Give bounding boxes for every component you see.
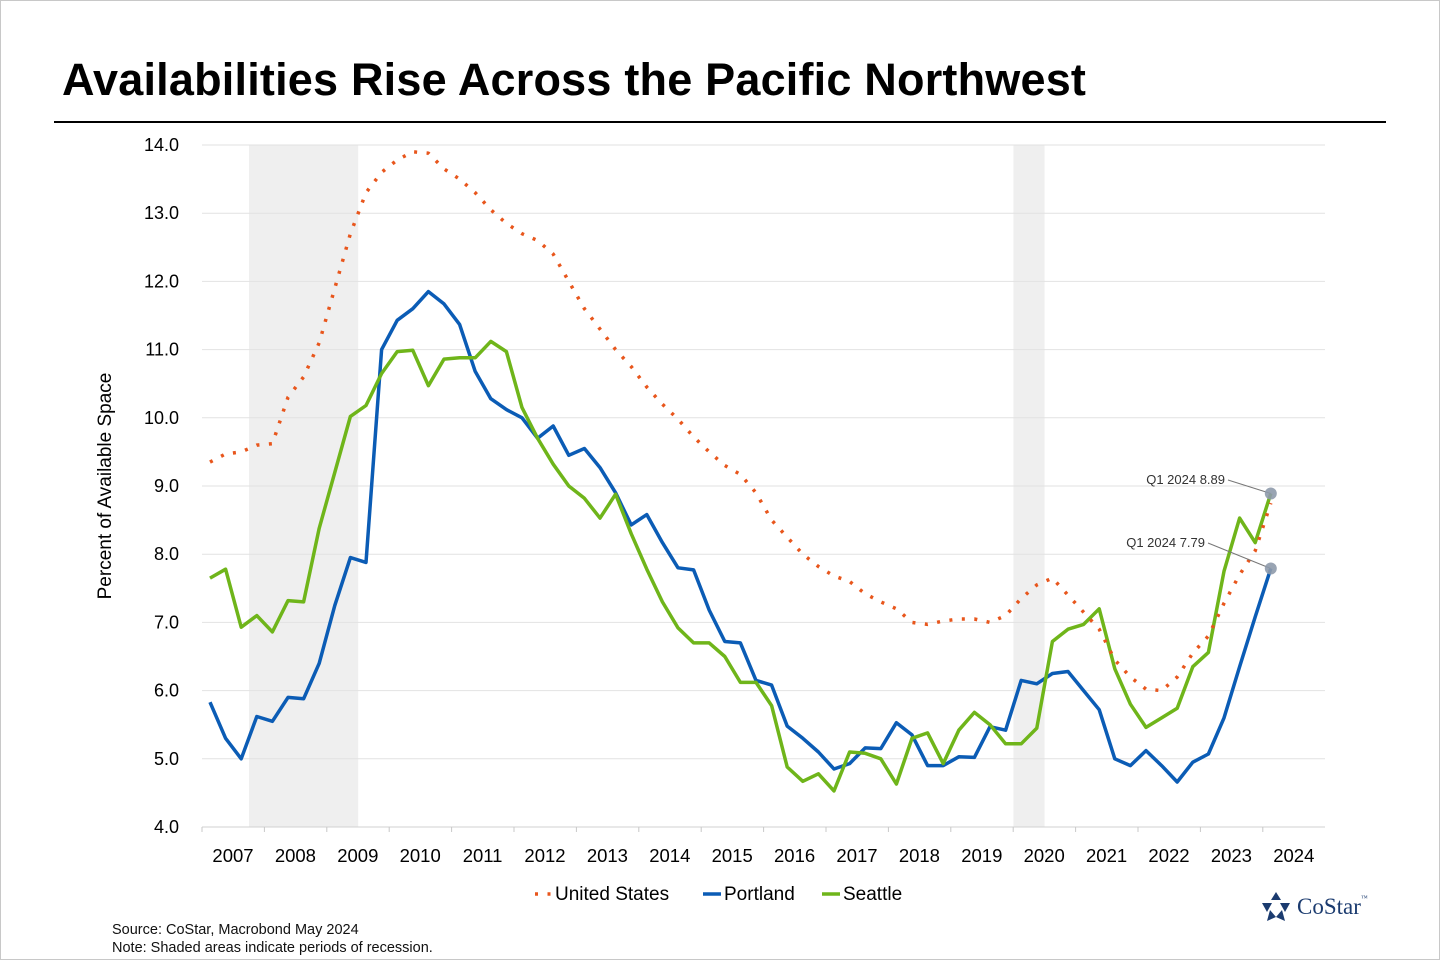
y-tick-label: 7.0 [154,612,179,632]
annotation-leader [1207,542,1271,569]
x-tick-label: 2007 [212,845,253,866]
legend-label: United States [555,884,669,905]
y-axis-label: Percent of Available Space [95,373,116,600]
x-tick-label: 2011 [463,845,503,866]
x-tick-label: 2023 [1211,845,1252,866]
y-tick-label: 12.0 [144,271,179,291]
x-tick-label: 2018 [899,845,940,866]
y-tick-label: 11.0 [145,340,179,360]
x-tick-label: 2012 [524,845,565,866]
x-tick-label: 2019 [961,845,1002,866]
legend-label: Portland [724,884,795,905]
y-tick-label: 14.0 [144,135,179,155]
source-text: Source: CoStar, Macrobond May 2024 [112,922,359,938]
legend-item: United States [535,884,669,905]
series-line-portland [208,289,1273,784]
annotation-label: Q1 2024 7.79 [1126,535,1205,550]
x-tick-label: 2015 [712,845,753,866]
y-tick-label: 5.0 [154,749,179,769]
chart-title: Availabilities Rise Across the Pacific N… [62,54,1087,105]
y-tick-label: 9.0 [154,476,179,496]
legend-item: Seattle [822,884,902,905]
x-tick-label: 2013 [587,845,628,866]
x-tick-label: 2017 [836,845,877,866]
annotation-label: Q1 2024 8.89 [1146,472,1225,487]
annotation-marker [1264,562,1277,575]
x-tick-label: 2024 [1273,845,1314,866]
x-tick-label: 2020 [1024,845,1065,866]
x-tick-label: 2010 [400,845,441,866]
x-tick-label: 2022 [1148,845,1189,866]
series-line-seattle [209,339,1273,793]
costar-logo: CoStar™ [1260,891,1368,923]
x-tick-label: 2014 [649,845,690,866]
legend-label: Seattle [843,884,902,905]
y-tick-label: 6.0 [154,681,179,701]
x-tick-label: 2021 [1086,845,1127,866]
note-text: Note: Shaded areas indicate periods of r… [112,940,433,956]
series-line-united-states [209,150,1273,693]
logo-text: CoStar™ [1297,894,1368,919]
legend-item: Portland [703,884,795,905]
y-tick-label: 10.0 [144,408,179,428]
costar-star-icon [1262,892,1290,921]
annotation-marker [1264,487,1277,500]
y-tick-label: 8.0 [154,544,179,564]
annotation-leader [1227,479,1271,494]
x-tick-label: 2016 [774,845,815,866]
y-tick-label: 13.0 [144,203,179,223]
x-tick-label: 2008 [275,845,316,866]
title-divider [54,121,1386,123]
x-tick-label: 2009 [337,845,378,866]
y-tick-label: 4.0 [154,817,179,837]
